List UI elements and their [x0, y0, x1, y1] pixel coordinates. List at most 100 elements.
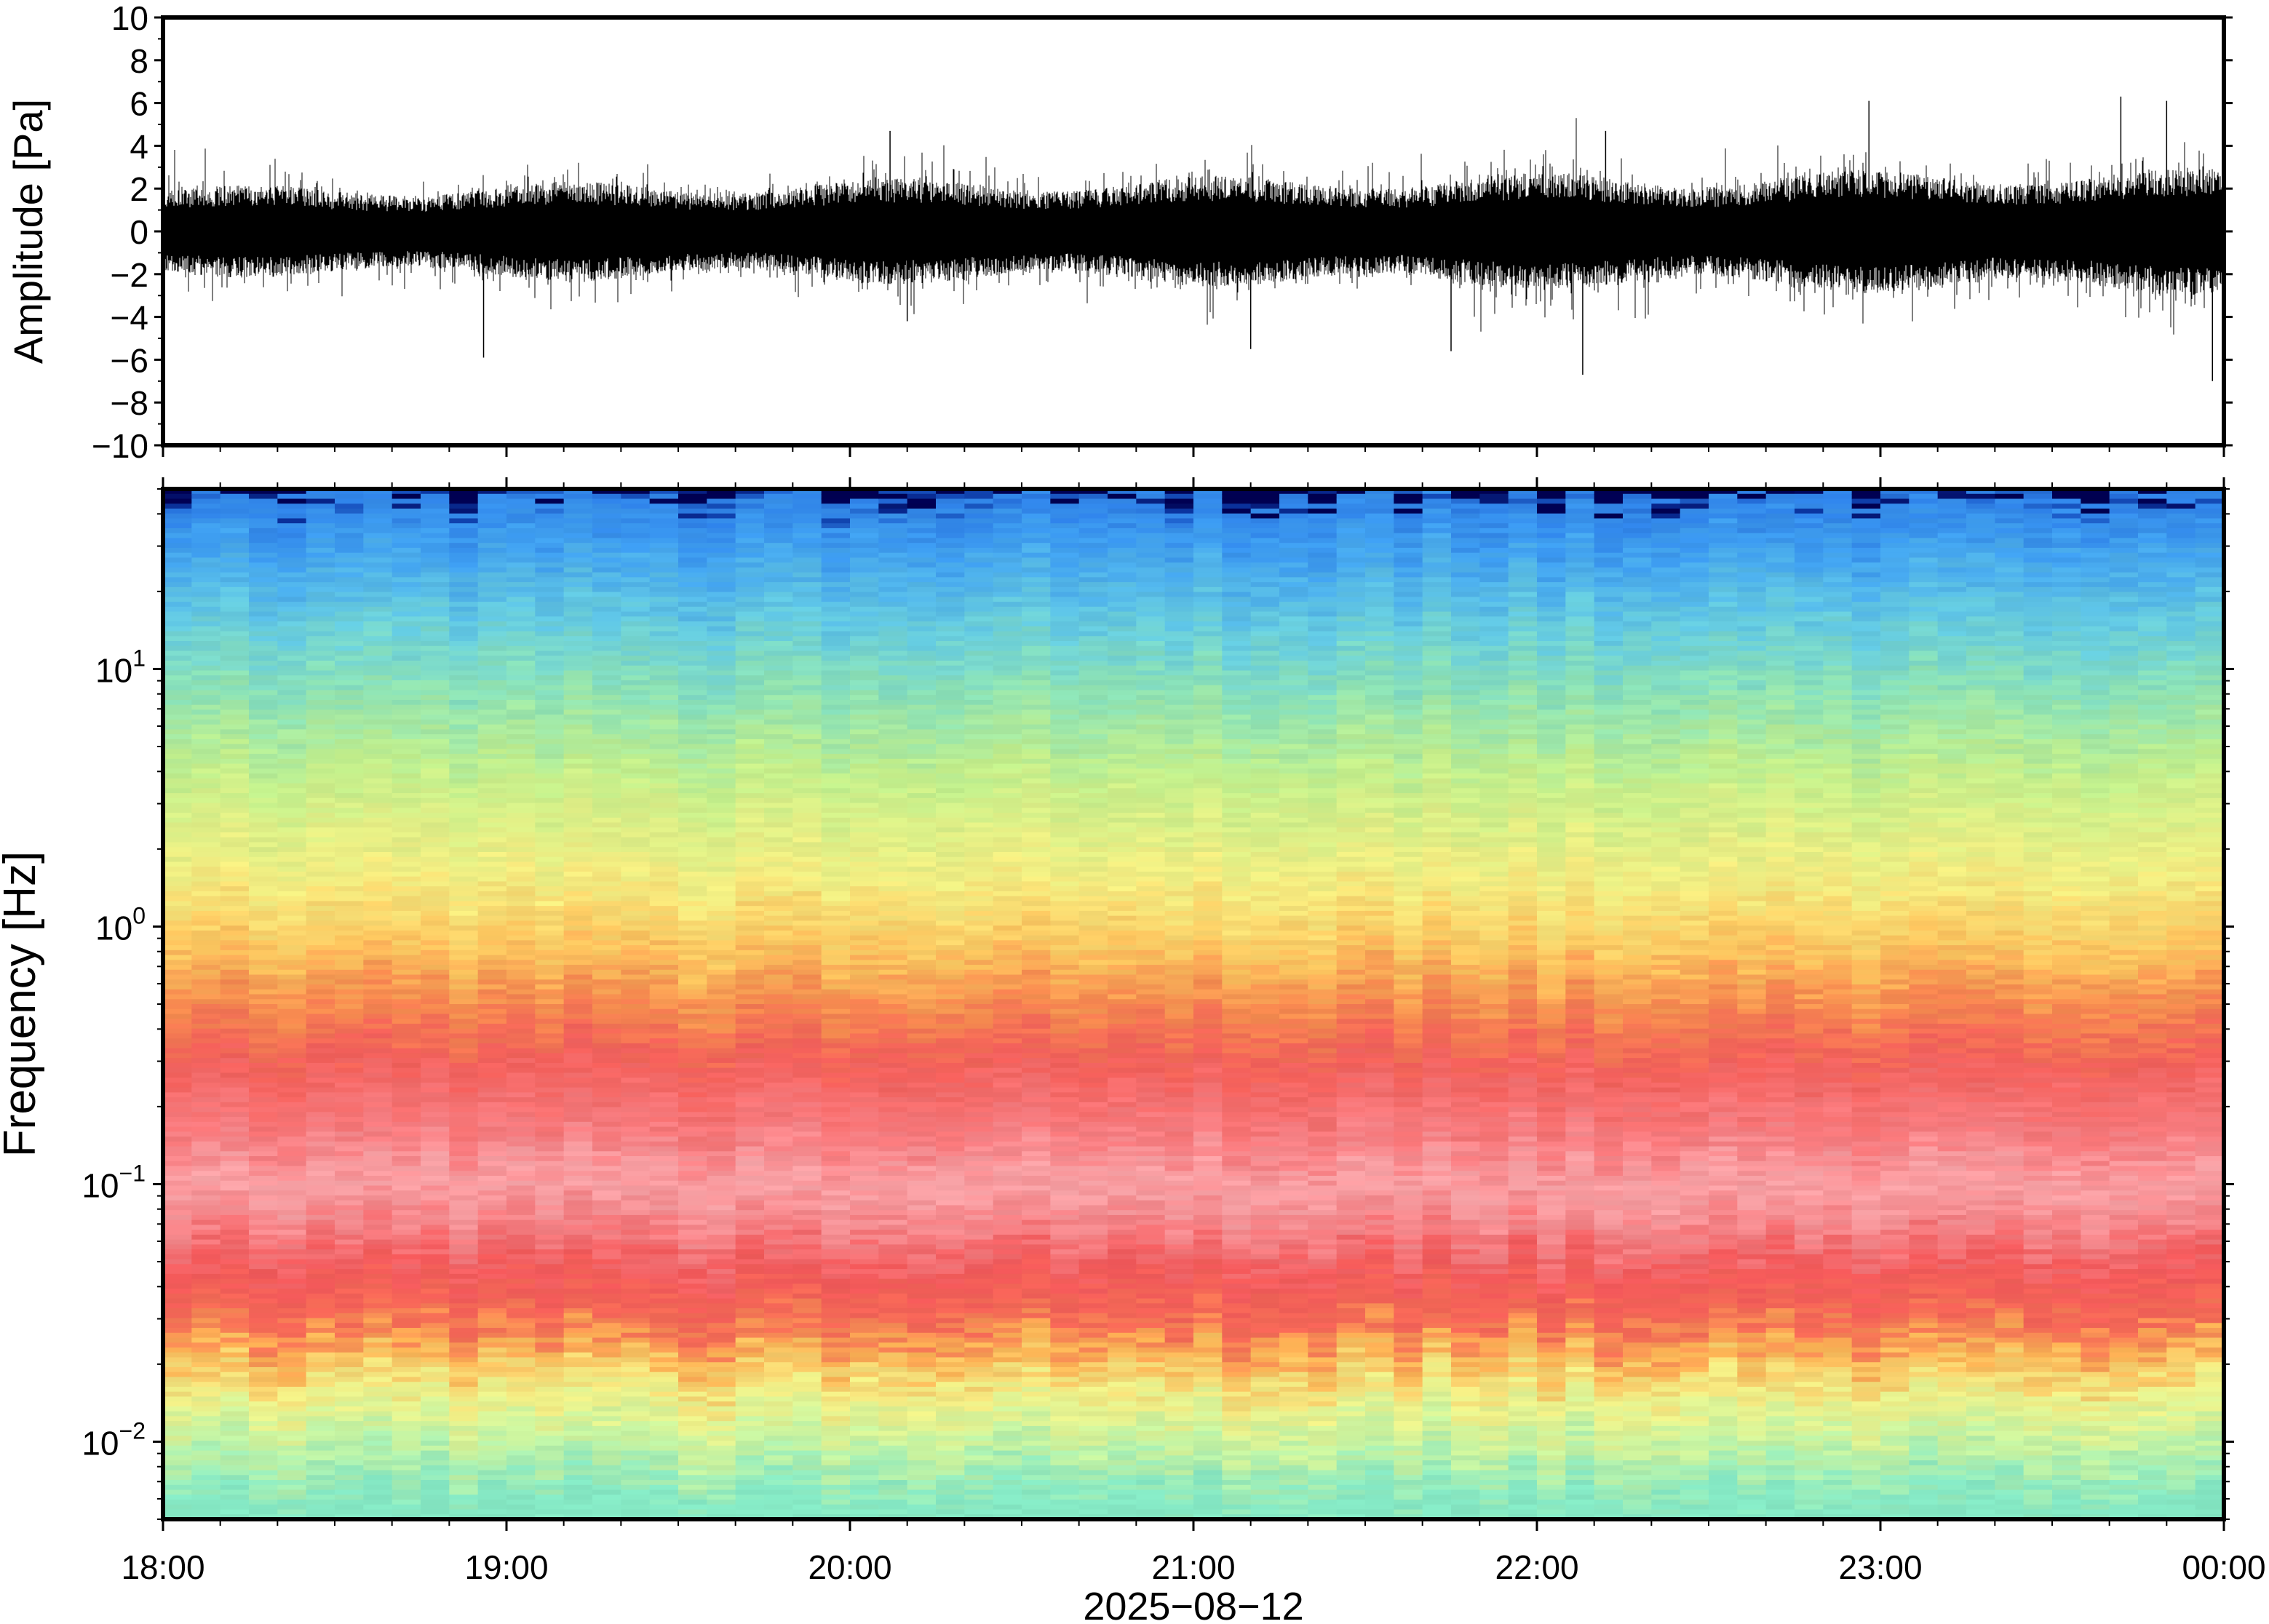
spectrogram-cell	[792, 974, 822, 981]
spectrogram-cell	[678, 950, 708, 956]
spectrogram-cell	[191, 1416, 221, 1422]
spectrogram-cell	[621, 552, 651, 559]
spectrogram-cell	[163, 994, 193, 1000]
spectrogram-cell	[477, 930, 507, 936]
spectrogram-cell	[621, 768, 651, 774]
spectrogram-cell	[735, 690, 765, 696]
spectrogram-cell	[363, 935, 393, 942]
spectrogram-cell	[678, 1244, 708, 1250]
spectrogram-cell	[220, 656, 250, 661]
spectrogram-cell	[306, 749, 335, 755]
spectrogram-cell	[277, 1283, 307, 1289]
spectrogram-cell	[592, 1401, 622, 1407]
spectrogram-cell	[306, 920, 335, 926]
spectrogram-cell	[563, 1067, 593, 1074]
spectrogram-cell	[821, 557, 851, 563]
spectrogram-cell	[621, 1234, 651, 1241]
spectrogram-cell	[306, 1137, 335, 1142]
spectrogram-cell	[421, 1097, 450, 1103]
spectrogram-cell	[249, 597, 279, 602]
spectrogram-cell	[735, 1303, 765, 1309]
spectrogram-cell	[249, 1475, 279, 1481]
spectrogram-cell	[421, 645, 450, 652]
spectrogram-cell	[649, 1470, 679, 1476]
spectrogram-cell	[821, 788, 851, 794]
spectrogram-cell	[449, 518, 479, 524]
spectrogram-cell	[735, 926, 765, 931]
spectrogram-cell	[249, 729, 279, 735]
spectrogram-cell	[449, 1500, 479, 1505]
spectrogram-cell	[421, 533, 450, 539]
spectrogram-cell	[563, 1126, 593, 1133]
spectrogram-cell	[191, 1234, 221, 1241]
spectrogram-cell	[191, 699, 221, 706]
spectrogram-cell	[563, 1484, 593, 1491]
spectrogram-cell	[477, 1337, 507, 1344]
spectrogram-cell	[735, 1269, 765, 1275]
spectrogram-cell	[277, 886, 307, 892]
spectrogram-cell	[649, 896, 679, 902]
spectrogram-cell	[277, 1436, 307, 1441]
spectrogram-cell	[392, 1019, 421, 1024]
spectrogram-cell	[792, 1416, 822, 1422]
spectrogram-cell	[678, 901, 708, 907]
spectrogram-cell	[449, 1028, 479, 1035]
spectrogram-cell	[735, 768, 765, 774]
spectrogram-cell	[163, 1441, 193, 1446]
spectrogram-cell	[306, 1494, 335, 1500]
spectrogram-cell	[535, 984, 565, 990]
spectrogram-cell	[163, 1161, 193, 1167]
spectrogram-cell	[792, 1097, 822, 1103]
spectrogram-cell	[506, 661, 536, 666]
spectrogram-cell	[621, 1161, 651, 1167]
spectrogram-cell	[392, 1190, 421, 1196]
spectrogram-cell	[392, 1332, 421, 1339]
spectrogram-cell	[363, 562, 393, 568]
spectrogram-cell	[707, 518, 736, 524]
spectrogram-cell	[764, 1500, 794, 1505]
spectrogram-cell	[220, 945, 250, 951]
spectrogram-cell	[735, 1293, 765, 1299]
spectrogram-cell	[764, 768, 794, 774]
spectrogram-cell	[392, 1273, 421, 1280]
spectrogram-cell	[678, 616, 708, 622]
spectrogram-cell	[592, 1043, 622, 1049]
spectrogram-cell	[421, 1244, 450, 1250]
spectrogram-cell	[563, 832, 593, 838]
spectrogram-cell	[764, 1112, 794, 1118]
spectrogram-cell	[621, 1377, 651, 1382]
spectrogram-cell	[392, 1038, 421, 1044]
spectrogram-cell	[477, 719, 507, 725]
spectrogram-cell	[649, 1348, 679, 1353]
spectrogram-cell	[220, 1195, 250, 1201]
spectrogram-cell	[392, 984, 421, 990]
spectrogram-cell	[363, 626, 393, 632]
spectrogram-cell	[477, 1126, 507, 1133]
spectrogram-cell	[363, 749, 393, 755]
spectrogram-cell	[449, 935, 479, 942]
spectrogram-cell	[163, 670, 193, 677]
spectrogram-cell	[678, 1283, 708, 1289]
spectrogram-cell	[563, 989, 593, 995]
spectrogram-cell	[477, 817, 507, 824]
spectrogram-cell	[792, 498, 822, 505]
spectrogram-cell	[392, 1185, 421, 1192]
spectrogram-cell	[249, 621, 279, 627]
spectrogram-cell	[506, 1151, 536, 1157]
spectrogram-cell	[306, 1107, 335, 1113]
spectrogram-cell	[163, 715, 193, 720]
spectrogram-cell	[277, 1072, 307, 1078]
spectrogram-cell	[163, 965, 193, 971]
spectrogram-cell	[821, 719, 851, 725]
spectrogram-cell	[363, 1102, 393, 1108]
spectrogram-cell	[249, 1289, 279, 1294]
spectrogram-cell	[449, 1112, 479, 1118]
spectrogram-cell	[821, 744, 851, 750]
spectrogram-cell	[421, 856, 450, 863]
spectrogram-cell	[477, 1352, 507, 1358]
spectrogram-cell	[678, 680, 708, 686]
spectrogram-cell	[335, 876, 365, 883]
spectrogram-cell	[277, 1171, 307, 1177]
spectrogram-cell	[335, 621, 365, 627]
spectrogram-cell	[764, 1460, 794, 1466]
